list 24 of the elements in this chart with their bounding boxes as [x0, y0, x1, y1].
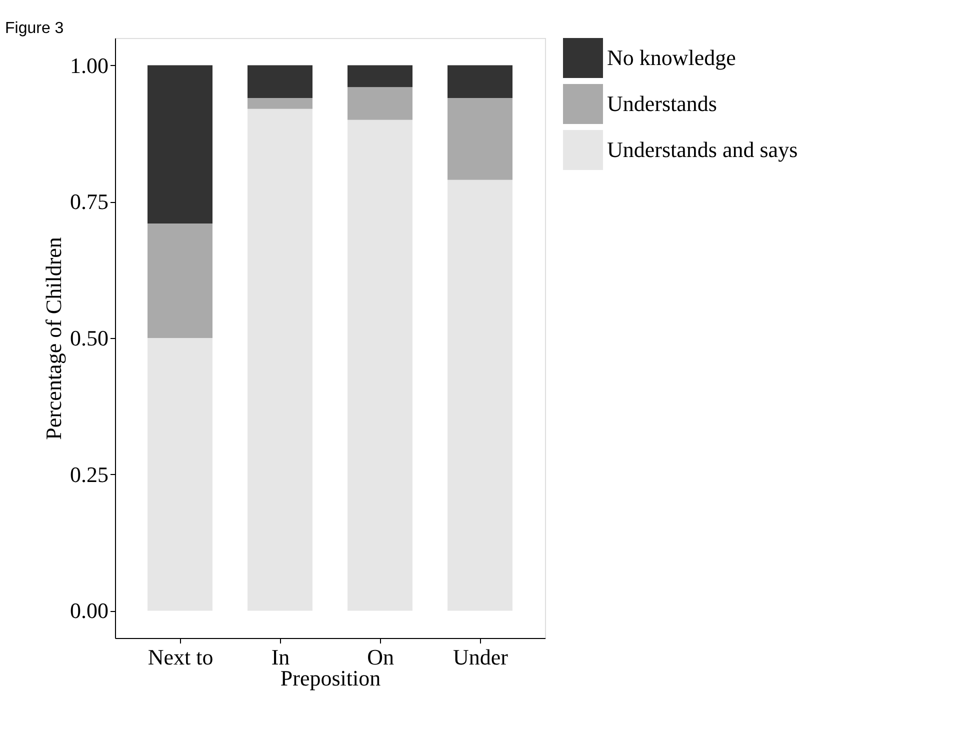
y-tick-label: 0.50: [70, 326, 108, 350]
legend-label: Understands and says: [607, 137, 798, 162]
y-tick-label: 0.75: [70, 189, 108, 214]
legend-label: No knowledge: [607, 45, 736, 70]
x-tick-label: Under: [453, 644, 509, 670]
bar: [448, 65, 512, 98]
bar: [348, 120, 412, 611]
bar: [248, 108, 312, 611]
bar: [148, 223, 212, 338]
y-tick-label: 0.00: [70, 598, 108, 624]
bar: [448, 180, 512, 611]
y-axis-title: Percentage of Children: [41, 237, 66, 440]
bar: [248, 98, 312, 109]
bar: [148, 338, 212, 611]
bar: [148, 65, 212, 224]
bar: [248, 65, 312, 98]
bar: [348, 65, 412, 88]
y-tick-label: 1.00: [70, 52, 108, 78]
bar: [448, 98, 512, 180]
caption: Figure 3: [5, 20, 64, 37]
x-tick-label: Next to: [148, 644, 214, 670]
legend-label: Understands: [607, 91, 717, 116]
bar: [348, 87, 412, 120]
y-tick-label: 0.25: [70, 462, 108, 487]
